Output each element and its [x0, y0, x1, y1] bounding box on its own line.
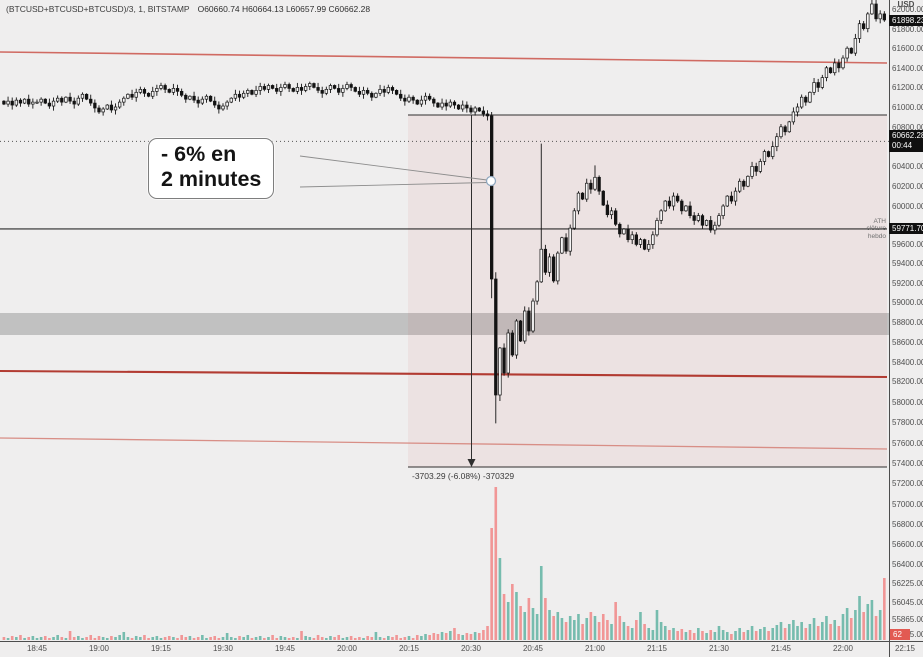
ath-note: ATH clôture hebdo [866, 218, 886, 240]
price-tick: 59000.00 [892, 298, 923, 307]
price-tick: 56800.00 [892, 520, 923, 529]
price-tick: 61000.00 [892, 103, 923, 112]
price-tick: 62000.00 [892, 5, 923, 14]
countdown: 00:44 [892, 141, 913, 150]
price-tick: 61400.00 [892, 64, 923, 73]
time-tick: 19:00 [88, 644, 110, 653]
volume-badge: 62 [890, 629, 910, 640]
symbol-title[interactable]: (BTCUSD+BTCUSD+BTCUSD)/3, 1, BITSTAMP [6, 4, 190, 14]
price-tick: 59600.00 [892, 240, 923, 249]
price-tick: 56045.00 [892, 598, 923, 607]
red-trendline-3[interactable] [0, 437, 888, 450]
crash-callout[interactable]: - 6% en 2 minutes [148, 138, 275, 199]
measure-arrow-icon [467, 459, 476, 467]
price-tick: 56400.00 [892, 560, 923, 569]
price-tick: 57400.00 [892, 459, 923, 468]
price-tick: 58800.00 [892, 318, 923, 327]
price-tick: 57600.00 [892, 439, 923, 448]
callout-pointer [299, 182, 488, 188]
time-tick: 20:30 [460, 644, 482, 653]
price-tick: 60000.00 [892, 202, 923, 211]
time-tick: 20:00 [336, 644, 358, 653]
time-tick: 21:30 [708, 644, 730, 653]
measure-region[interactable] [408, 115, 887, 467]
price-tick: 56225.00 [892, 579, 923, 588]
price-tick: 56600.00 [892, 540, 923, 549]
time-tick: 19:15 [150, 644, 172, 653]
red-trendline-1[interactable] [0, 51, 888, 64]
time-tick: 21:00 [584, 644, 606, 653]
volume-layer [2, 487, 886, 640]
time-tick: 19:30 [212, 644, 234, 653]
red-trendline-2[interactable] [0, 369, 888, 379]
price-tick: 57800.00 [892, 418, 923, 427]
price-tick: 60800.00 [892, 123, 923, 132]
price-tick: 60400.00 [892, 162, 923, 171]
price-tick: 61200.00 [892, 83, 923, 92]
ath-price-badge: 59771.70 [889, 223, 923, 234]
callout-pointer [299, 155, 488, 181]
price-tick: 58000.00 [892, 398, 923, 407]
price-tick: 60200.00 [892, 182, 923, 191]
callout-line1: - 6% en [161, 142, 237, 166]
ohlc-values: O60660.74 H60664.13 L60657.99 C60662.28 [197, 4, 371, 14]
price-tick: 55865.00 [892, 615, 923, 624]
time-tick: 22:15 [894, 644, 916, 653]
time-tick: 21:15 [646, 644, 668, 653]
callout-line2: 2 minutes [161, 167, 262, 192]
price-tick: 58600.00 [892, 338, 923, 347]
price-tick: 59400.00 [892, 259, 923, 268]
chart-title: (BTCUSD+BTCUSD+BTCUSD)/3, 1, BITSTAMP O60… [6, 4, 370, 14]
last-price-badge: 61898.23 [889, 14, 923, 26]
time-tick: 21:45 [770, 644, 792, 653]
current-price-badge: 60662.28 00:44 [889, 130, 923, 152]
gray-zone-drawing[interactable] [0, 313, 889, 335]
time-tick: 20:15 [398, 644, 420, 653]
price-tick: 57000.00 [892, 500, 923, 509]
time-tick: 19:45 [274, 644, 296, 653]
anchor-marker[interactable] [485, 175, 497, 187]
candles-layer [2, 0, 886, 424]
price-tick: 57200.00 [892, 479, 923, 488]
time-tick: 20:45 [522, 644, 544, 653]
price-tick: 58400.00 [892, 358, 923, 367]
price-tick: 59200.00 [892, 279, 923, 288]
price-tick: 61800.00 [892, 25, 923, 34]
currency-button[interactable]: USD [897, 0, 915, 9]
measure-label: -3703.29 (-6.08%) -370329 [412, 471, 515, 481]
price-tick: 58200.00 [892, 377, 923, 386]
time-tick: 22:00 [832, 644, 854, 653]
time-tick: 18:45 [26, 644, 48, 653]
price-tick: 61600.00 [892, 44, 923, 53]
